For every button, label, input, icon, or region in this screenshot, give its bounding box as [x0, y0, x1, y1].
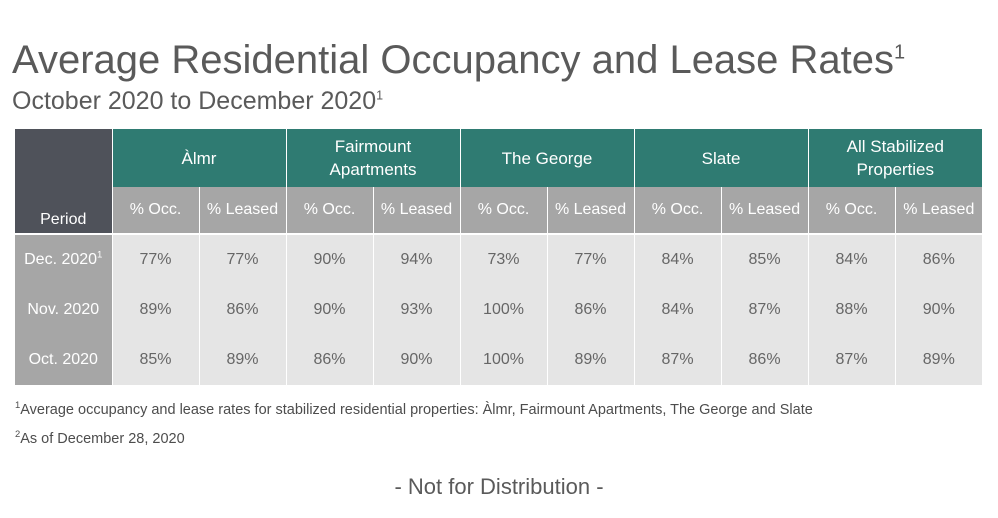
table-cell: 88%: [807, 285, 896, 335]
table-cell: 86%: [285, 335, 374, 385]
title-text: Average Residential Occupancy and Lease …: [12, 38, 895, 82]
table-cell: 90%: [894, 285, 983, 335]
page-title: Average Residential Occupancy and Lease …: [12, 36, 905, 84]
property-header-row: Period Àlmr Fairmount Apartments The Geo…: [15, 129, 983, 235]
property-header-all-stabilized-label: All Stabilized Properties: [846, 137, 944, 179]
metric-header: % Leased: [372, 187, 461, 235]
metric-header: % Leased: [894, 187, 983, 235]
metric-header: % Leased: [720, 187, 809, 235]
metric-header-row: % Occ. % Leased % Occ. % Leased % Occ. %…: [15, 187, 983, 235]
footnote-marker: 1: [15, 399, 21, 411]
footnote-text: As of December 28, 2020: [20, 431, 185, 447]
footnote-1: 1Average occupancy and lease rates for s…: [15, 399, 813, 418]
table-cell: 93%: [372, 285, 461, 335]
table-cell: 84%: [633, 285, 722, 335]
table-cell: 89%: [894, 335, 983, 385]
subtitle-text: October 2020 to December 2020: [12, 87, 377, 115]
period-text: Nov. 2020: [27, 301, 100, 318]
table-cell: 73%: [459, 234, 548, 285]
table-cell: 89%: [111, 285, 199, 335]
period-text: Dec. 2020: [24, 251, 98, 268]
table-cell: 86%: [198, 285, 287, 335]
table-cell: 87%: [633, 335, 722, 385]
subtitle-footnote-marker: 1: [376, 88, 384, 103]
table-cell: 86%: [546, 285, 635, 335]
table-cell: 84%: [807, 234, 896, 285]
footnote-text: Average occupancy and lease rates for st…: [20, 402, 813, 418]
occupancy-table: Period Àlmr Fairmount Apartments The Geo…: [15, 129, 983, 385]
table-cell: 90%: [285, 285, 374, 335]
title-footnote-marker: 1: [894, 41, 906, 64]
table-cell: 89%: [546, 335, 635, 385]
table-row: Nov. 2020 89% 86% 90% 93% 100% 86% 84% 8…: [15, 285, 983, 335]
metric-header: % Occ.: [459, 187, 548, 235]
table-cell: 100%: [459, 285, 548, 335]
table-cell: 77%: [111, 234, 199, 285]
table-cell: 84%: [633, 234, 722, 285]
property-header-fairmount-label: Fairmount Apartments: [329, 137, 417, 179]
metric-header: % Occ.: [111, 187, 199, 235]
table-cell: 100%: [459, 335, 548, 385]
footnote-2: 2As of December 28, 2020: [15, 428, 185, 447]
table-cell: 87%: [720, 285, 809, 335]
metric-header: % Leased: [546, 187, 635, 235]
metric-header: % Occ.: [807, 187, 896, 235]
row-period-label: Nov. 2020: [15, 285, 112, 335]
table-cell: 94%: [372, 234, 461, 285]
table-row: Dec. 20201 77% 77% 90% 94% 73% 77% 84% 8…: [15, 234, 983, 285]
page-subtitle: October 2020 to December 20201: [12, 86, 383, 116]
table-cell: 85%: [111, 335, 199, 385]
period-header: Period: [15, 129, 112, 235]
table-cell: 89%: [198, 335, 287, 385]
property-header-slate: Slate: [633, 129, 809, 187]
period-text: Oct. 2020: [28, 351, 98, 368]
metric-header: % Occ.: [633, 187, 722, 235]
table-cell: 86%: [720, 335, 809, 385]
table-cell: 90%: [372, 335, 461, 385]
property-header-all-stabilized: All Stabilized Properties: [807, 129, 983, 187]
table-cell: 86%: [894, 234, 983, 285]
property-header-the-george: The George: [459, 129, 635, 187]
row-period-label: Oct. 2020: [15, 335, 112, 385]
property-header-fairmount: Fairmount Apartments: [285, 129, 461, 187]
table-cell: 77%: [198, 234, 287, 285]
property-header-almr: Àlmr: [111, 129, 287, 187]
table-cell: 90%: [285, 234, 374, 285]
row-period-label: Dec. 20201: [15, 234, 112, 285]
table-cell: 85%: [720, 234, 809, 285]
metric-header: % Occ.: [285, 187, 374, 235]
table-row: Oct. 2020 85% 89% 86% 90% 100% 89% 87% 8…: [15, 335, 983, 385]
footnote-marker: 2: [15, 428, 21, 440]
table-cell: 77%: [546, 234, 635, 285]
distribution-notice: - Not for Distribution -: [394, 474, 604, 499]
metric-header: % Leased: [198, 187, 287, 235]
table-cell: 87%: [807, 335, 896, 385]
period-footnote-marker: 1: [97, 249, 103, 261]
